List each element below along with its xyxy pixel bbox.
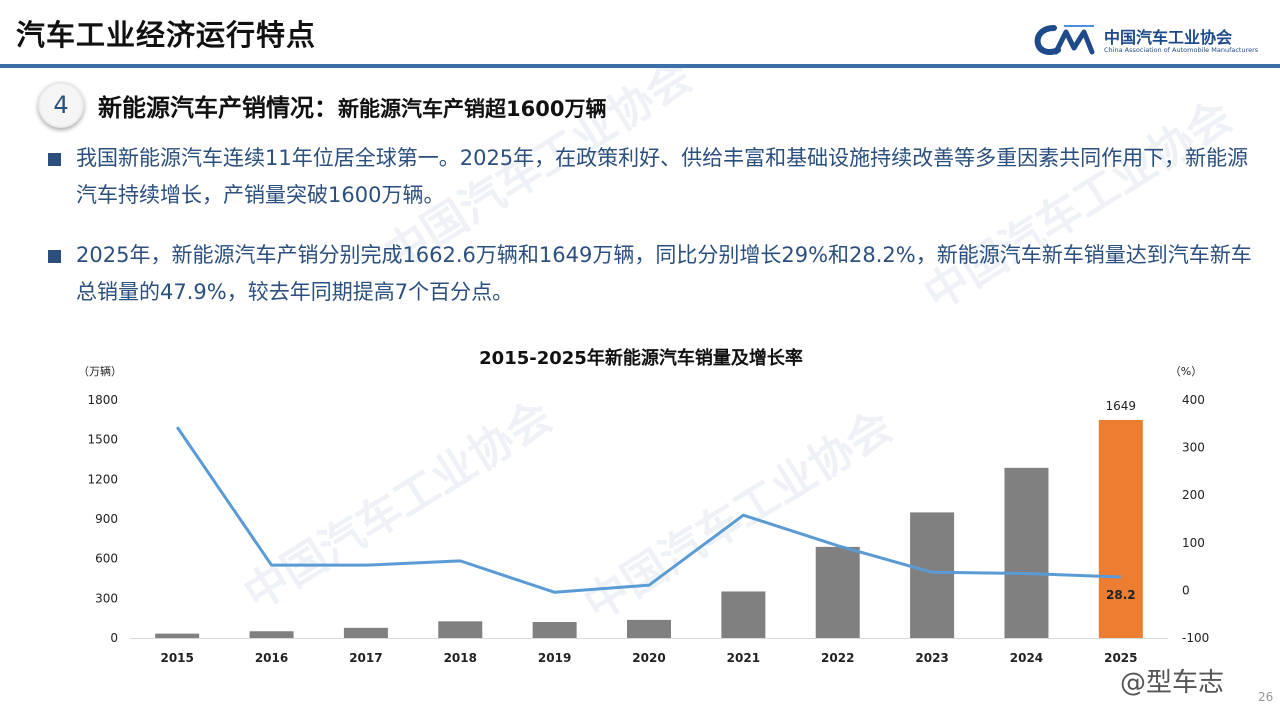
chart-title: 2015-2025年新能源汽车销量及增长率 — [479, 347, 803, 369]
page-number: 26 — [1258, 690, 1274, 704]
bar — [155, 633, 200, 638]
caam-logo-icon — [1034, 25, 1095, 55]
nev-sales-chart: 2015-2025年新能源汽车销量及增长率 （万辆） （%） 0 300 600 90… — [78, 347, 1209, 665]
y-left-tick-label: 1800 — [87, 393, 118, 407]
y-left-tick-label: 900 — [95, 512, 118, 526]
bar — [438, 621, 483, 638]
growth-rate-line — [175, 426, 1121, 594]
bar — [532, 622, 577, 638]
line-data-label: 28.2 — [1106, 588, 1136, 602]
x-tick-label: 2025 — [1104, 651, 1137, 665]
bullet-item: 我国新能源汽车连续11年位居全球第一。2025年，在政策利好、供给丰富和基础设施… — [48, 140, 1258, 214]
bar — [1098, 419, 1143, 638]
bar — [249, 631, 294, 638]
bullet-text: 2025年，新能源汽车产销分别完成1662.6万辆和1649万辆，同比分别增长2… — [76, 243, 1252, 304]
x-tick-label: 2018 — [444, 651, 477, 665]
bar — [1004, 467, 1049, 638]
header: 汽车工业经济运行特点 中国汽车工业协会 China Association of… — [0, 0, 1280, 68]
y-left-tick-label: 1500 — [87, 433, 118, 447]
logo-en-text: China Association of Automobile Manufact… — [1104, 46, 1259, 54]
y-right-tick-label: 400 — [1182, 393, 1205, 407]
section-subtitle: 新能源汽车产销超1600万辆 — [338, 97, 607, 121]
caam-logo: 中国汽车工业协会 China Association of Automobile… — [1034, 20, 1274, 64]
bar — [627, 619, 671, 638]
x-tick-label: 2021 — [727, 651, 760, 665]
y-right-tick-label: 100 — [1182, 536, 1205, 550]
bar — [343, 627, 388, 638]
y-right-tick-label: 300 — [1182, 441, 1205, 455]
y-left-tick-label: 600 — [95, 552, 118, 566]
bar — [815, 546, 860, 638]
x-tick-label: 2016 — [255, 651, 288, 665]
header-divider — [0, 64, 1280, 68]
section-title: 新能源汽车产销情况： — [98, 94, 338, 122]
x-tick-label: 2024 — [1010, 651, 1043, 665]
x-tick-label: 2019 — [538, 651, 571, 665]
y-left-tick-label: 0 — [110, 631, 118, 645]
bar-data-label: 1649 — [1106, 399, 1137, 413]
y-axis-left-unit: （万辆） — [78, 364, 122, 378]
x-tick-label: 2020 — [632, 651, 665, 665]
bullet-item: 2025年，新能源汽车产销分别完成1662.6万辆和1649万辆，同比分别增长2… — [48, 237, 1258, 311]
bullet-text: 我国新能源汽车连续11年位居全球第一。2025年，在政策利好、供给丰富和基础设施… — [76, 146, 1249, 207]
section-number-badge: 4 — [38, 82, 84, 128]
y-axis-right-unit: （%） — [1170, 365, 1202, 378]
x-tick-label: 2015 — [160, 651, 193, 665]
bar — [910, 512, 955, 638]
bar — [721, 591, 766, 638]
x-tick-label: 2023 — [915, 651, 948, 665]
weibo-watermark: @型车志 — [1120, 668, 1225, 698]
y-left-tick-label: 300 — [95, 591, 118, 605]
bullet-square-icon — [48, 250, 61, 263]
x-tick-label: 2022 — [821, 651, 854, 665]
logo-cn-text: 中国汽车工业协会 — [1104, 28, 1233, 47]
y-right-tick-label: 200 — [1182, 488, 1205, 502]
page-title: 汽车工业经济运行特点 — [16, 18, 317, 52]
section-heading: 新能源汽车产销情况：新能源汽车产销超1600万辆 — [98, 88, 606, 123]
x-tick-label: 2017 — [349, 651, 382, 665]
bullet-square-icon — [48, 153, 61, 166]
y-right-tick-label: 0 — [1182, 583, 1190, 597]
y-left-tick-label: 1200 — [87, 472, 118, 486]
y-right-tick-label: -100 — [1182, 631, 1209, 645]
